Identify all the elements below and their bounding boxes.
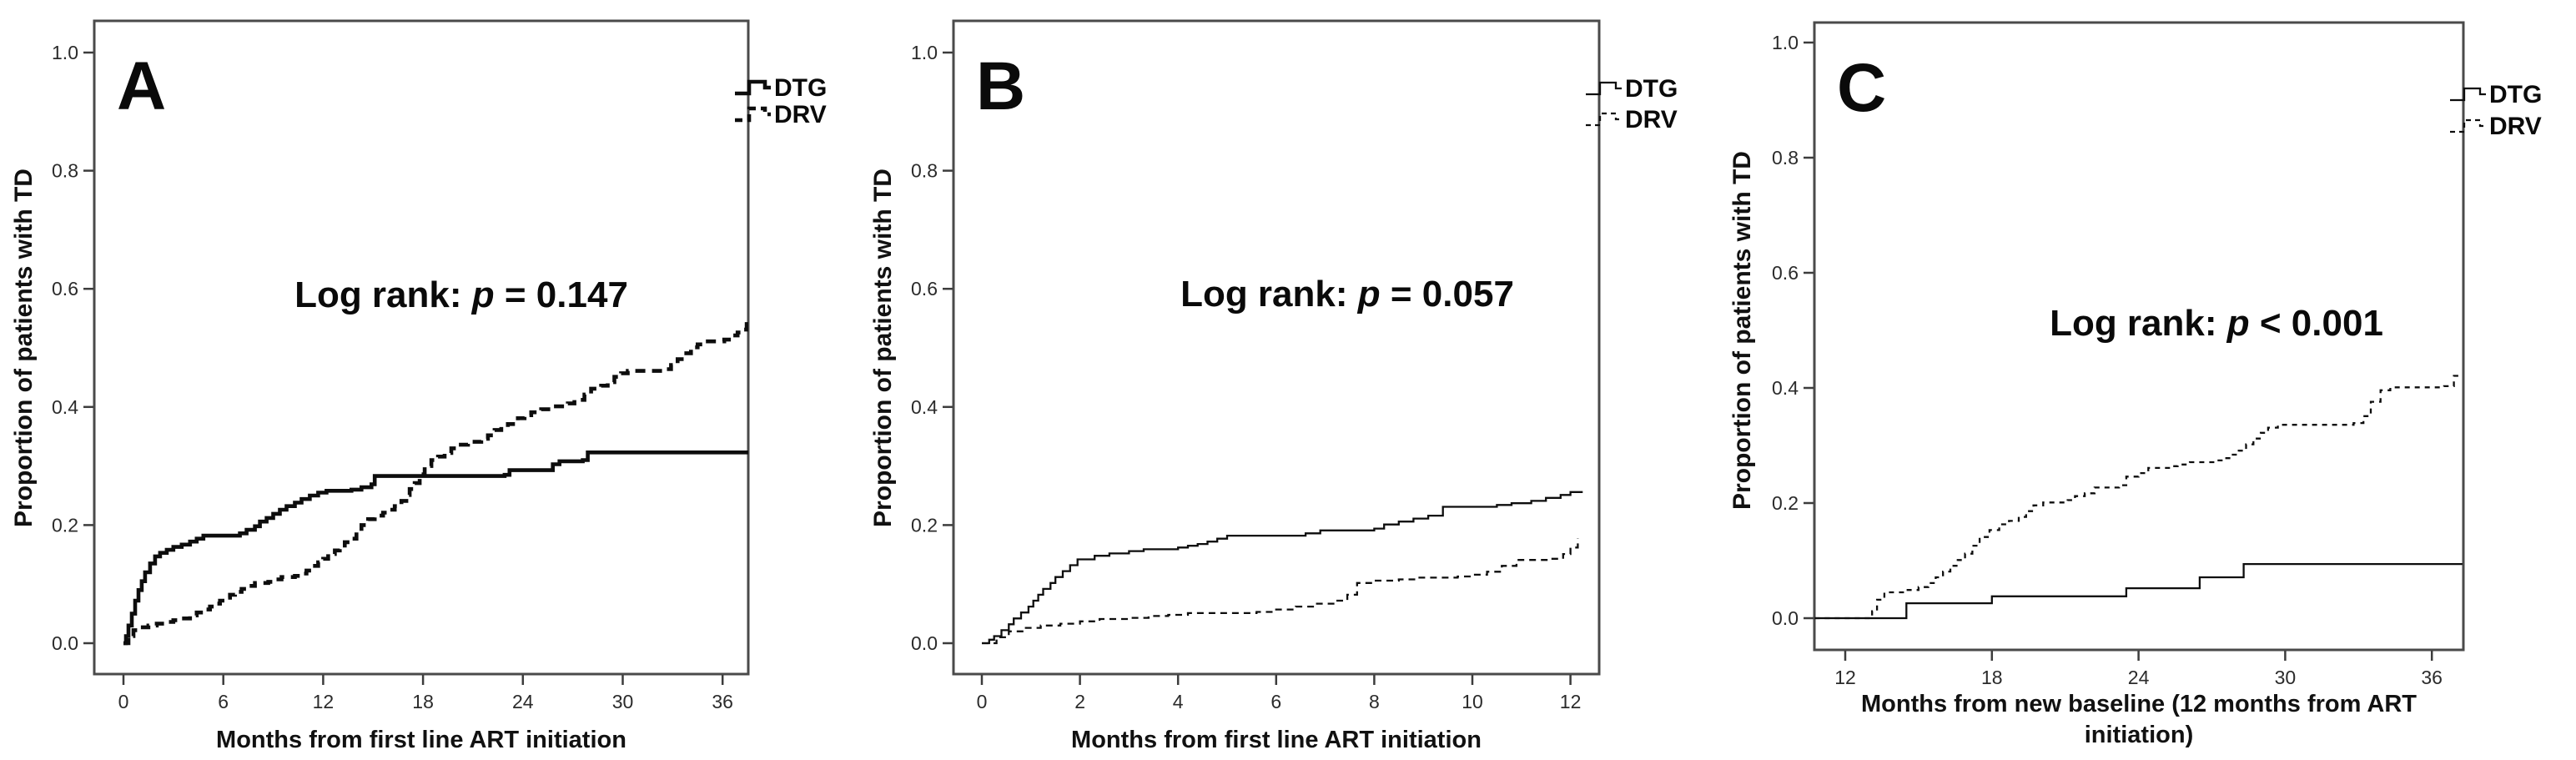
x-tick-label: 36	[712, 691, 733, 712]
y-tick-label: 1.0	[52, 42, 78, 63]
y-tick-label: 0.4	[911, 396, 938, 418]
km-curve-dtg	[1814, 562, 2463, 620]
plot-box	[93, 19, 750, 676]
panel-letter: B	[976, 48, 1025, 124]
log-rank-annotation: Log rank: p = 0.147	[294, 274, 628, 315]
km-curve-drv	[982, 538, 1579, 645]
x-tick-label: 18	[1981, 667, 2003, 688]
x-tick-label: 24	[2128, 667, 2150, 688]
y-tick-label: 0.8	[911, 160, 938, 182]
x-tick-label: 18	[412, 691, 434, 712]
y-tick-label: 0.6	[52, 278, 78, 299]
x-tick-label: 0	[118, 691, 129, 712]
y-tick-label: 0.8	[52, 160, 78, 182]
x-axis-title: Months from first line ART initiation	[1071, 727, 1482, 753]
y-tick-label: 0.6	[911, 278, 938, 299]
y-axis-title: Proportion of patients with TD	[10, 169, 38, 527]
panel-b: 0.0 0.2 0.4 0.6 0.8 1.0 0 2 4 6 8 10 12 Months from f…	[859, 0, 1718, 760]
legend-label-dtg: DTG	[1625, 75, 1678, 103]
legend-label-dtg: DTG	[2489, 81, 2542, 108]
y-tick-label: 0.2	[1772, 492, 1799, 514]
x-axis-title: initiation)	[2085, 722, 2193, 748]
y-tick-label: 1.0	[911, 42, 938, 63]
legend-sample-drv	[1586, 112, 1622, 127]
km-curve-dtg	[123, 450, 748, 646]
legend-sample-dtg	[735, 79, 771, 96]
log-rank-annotation: Log rank: p < 0.001	[2050, 303, 2383, 344]
x-tick-label: 4	[1173, 691, 1184, 712]
y-tick-label: 0.2	[911, 514, 938, 536]
panel-a: 0.0 0.2 0.4 0.6 0.8 1.0 0 6 12 18 24 30 36 Months fro…	[0, 0, 859, 760]
x-tick-label: 6	[218, 691, 229, 712]
km-curves	[982, 491, 1583, 645]
y-tick-label: 0.2	[52, 514, 78, 536]
x-tick-label: 36	[2421, 667, 2443, 688]
legend-sample-dtg	[1586, 81, 1622, 96]
x-tick-label: 12	[1834, 667, 1856, 688]
x-tick-label: 12	[313, 691, 335, 712]
km-curve-dtg	[982, 491, 1583, 645]
panel-letter: A	[117, 48, 166, 124]
plot-box	[1813, 21, 2465, 652]
x-tick-label: 10	[1462, 691, 1483, 712]
legend-label-drv: DRV	[774, 101, 827, 128]
log-rank-annotation: Log rank: p = 0.057	[1180, 274, 1514, 315]
panel-c: 0.0 0.2 0.4 0.6 0.8 1.0 12 18 24 30 36 Months from …	[1718, 0, 2576, 760]
legend-sample-dtg	[2450, 87, 2486, 102]
y-tick-label: 0.0	[911, 632, 938, 654]
panel-letter: C	[1837, 50, 1886, 126]
x-axis-title: Months from new baseline (12 months from…	[1861, 691, 2417, 717]
x-tick-label: 24	[512, 691, 534, 712]
km-panel-svg: 0.0 0.2 0.4 0.6 0.8 1.0 0 6 12 18 24 30 36 Months fro…	[10, 19, 827, 753]
y-axis-title: Proportion of patients with TD	[869, 169, 897, 527]
x-tick-label: 8	[1369, 691, 1380, 712]
y-axis-title: Proportion of patients with TD	[1728, 151, 1756, 510]
km-curves	[123, 317, 748, 646]
y-tick-label: 0.6	[1772, 262, 1799, 284]
km-curve-drv	[123, 317, 748, 646]
x-tick-label: 6	[1270, 691, 1281, 712]
y-tick-label: 0.4	[52, 396, 78, 418]
y-tick-label: 0.0	[52, 632, 78, 654]
x-axis-title: Months from first line ART initiation	[216, 727, 626, 753]
y-tick-label: 1.0	[1772, 32, 1799, 53]
x-tick-label: 30	[612, 691, 634, 712]
y-tick-label: 0.0	[1772, 607, 1799, 629]
x-tick-label: 2	[1074, 691, 1085, 712]
legend-label-drv: DRV	[2489, 113, 2542, 140]
x-tick-label: 0	[977, 691, 988, 712]
y-tick-label: 0.4	[1772, 377, 1799, 399]
legend-label-dtg: DTG	[774, 74, 827, 102]
km-panel-svg: 0.0 0.2 0.4 0.6 0.8 1.0 0 2 4 6 8 10 12 Months from f…	[869, 19, 1678, 753]
x-tick-label: 30	[2275, 667, 2297, 688]
x-tick-label: 12	[1560, 691, 1582, 712]
legend-sample-drv	[2450, 118, 2486, 133]
legend-label-drv: DRV	[1625, 106, 1678, 133]
plot-box	[952, 19, 1601, 676]
y-tick-label: 0.8	[1772, 147, 1799, 169]
km-curves	[1814, 375, 2463, 620]
km-curve-drv	[1814, 375, 2463, 620]
